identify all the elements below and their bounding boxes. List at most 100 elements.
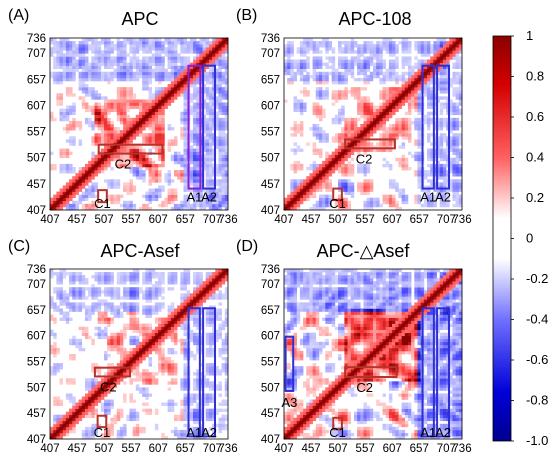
heatmap-cell [303,65,307,70]
heatmap-cell [164,53,168,57]
heatmap-cell [173,188,178,192]
heatmap-cell [104,332,108,337]
heatmap-cell [199,56,203,60]
heatmap-cell [56,281,60,285]
heatmap-cell [369,203,374,208]
heatmap-cell [293,62,298,66]
heatmap-cell [306,59,310,63]
heatmap-cell [446,96,450,100]
heatmap-cell [221,200,226,205]
heatmap-cell [84,41,89,45]
heatmap-cell [299,127,304,131]
heatmap-cell [132,317,137,321]
heatmap-cell [84,281,89,285]
heatmap-cell [113,136,118,140]
heatmap-cell [91,176,95,180]
region-box-c1 [332,187,343,202]
heatmap-cell [449,44,453,48]
heatmap-cell [116,44,121,48]
heatmap-cell [449,170,453,174]
heatmap-cell [158,133,162,137]
heatmap-cell [53,369,57,373]
heatmap-cell [449,179,453,183]
heatmap-cell [293,200,298,205]
heatmap-cell [107,111,111,116]
heatmap-cell [376,142,380,146]
heatmap-cell [126,136,130,140]
heatmap-cell [290,74,294,79]
heatmap-cell [455,65,460,70]
heatmap-cell [205,157,210,162]
heatmap-cell [350,188,355,192]
heatmap-cell [65,93,70,97]
heatmap-cell [123,99,127,103]
heatmap-cell [69,182,73,186]
heatmap-cell [193,87,197,91]
heatmap-cell [446,179,450,183]
heatmap-cell [363,96,367,100]
heatmap-cell [224,170,229,174]
heatmap-cell [284,99,288,103]
heatmap-cell [69,423,73,428]
heatmap-cell [167,53,172,57]
heatmap-cell [205,77,210,82]
heatmap-cell [180,47,184,51]
heatmap-cell [170,200,175,205]
heatmap-cell [411,96,415,100]
heatmap-cell [132,432,137,437]
heatmap-cell [196,120,200,125]
heatmap-cell [205,50,210,54]
heatmap-cell [303,77,307,82]
heatmap-cell [72,287,76,291]
heatmap-cell [110,423,114,428]
heatmap-cell [167,77,172,82]
heatmap-cell [110,77,114,82]
heatmap-cell [158,62,162,66]
heatmap-cell [341,90,345,94]
region-box-a1 [187,64,202,190]
heatmap-cell [218,160,222,165]
heatmap-cell [379,68,383,73]
heatmap-cell [65,302,70,306]
heatmap-cell [53,117,57,122]
heatmap-cell [322,38,326,42]
heatmap-cell [357,50,361,54]
heatmap-cell [215,188,219,192]
heatmap-cell [91,369,95,373]
heatmap-cell [455,170,460,174]
heatmap-cell [129,157,133,162]
heatmap-cell [151,160,156,165]
heatmap-cell [299,185,304,189]
heatmap-cell [452,197,456,202]
heatmap-cell [322,62,326,66]
heatmap-cell [442,41,447,45]
heatmap-cell [357,68,361,73]
heatmap-cell [392,194,396,199]
heatmap-cell [360,142,364,146]
heatmap-cell [199,191,203,195]
heatmap-cell [439,77,444,82]
heatmap-cell [458,200,463,205]
heatmap-cell [303,108,307,113]
heatmap-cell [338,188,342,192]
heatmap-cell [116,50,121,54]
panel-a-letter: (A) [8,7,29,24]
heatmap-cell [414,200,418,205]
heatmap-cell [142,148,146,152]
heatmap-cell [196,53,200,57]
heatmap-cell [325,203,329,208]
heatmap-cell [158,127,162,131]
heatmap-cell [392,53,396,57]
heatmap-cell [158,157,162,162]
heatmap-cell [401,194,406,199]
heatmap-cell [353,96,358,100]
heatmap-cell [293,191,298,195]
heatmap-cell [173,160,178,165]
heatmap-cell [221,81,226,85]
heatmap-cell [100,378,105,382]
heatmap-cell [363,139,367,143]
heatmap-cell [94,157,98,162]
heatmap-cell [72,124,76,128]
heatmap-cell [151,136,156,140]
heatmap-cell [183,182,187,186]
